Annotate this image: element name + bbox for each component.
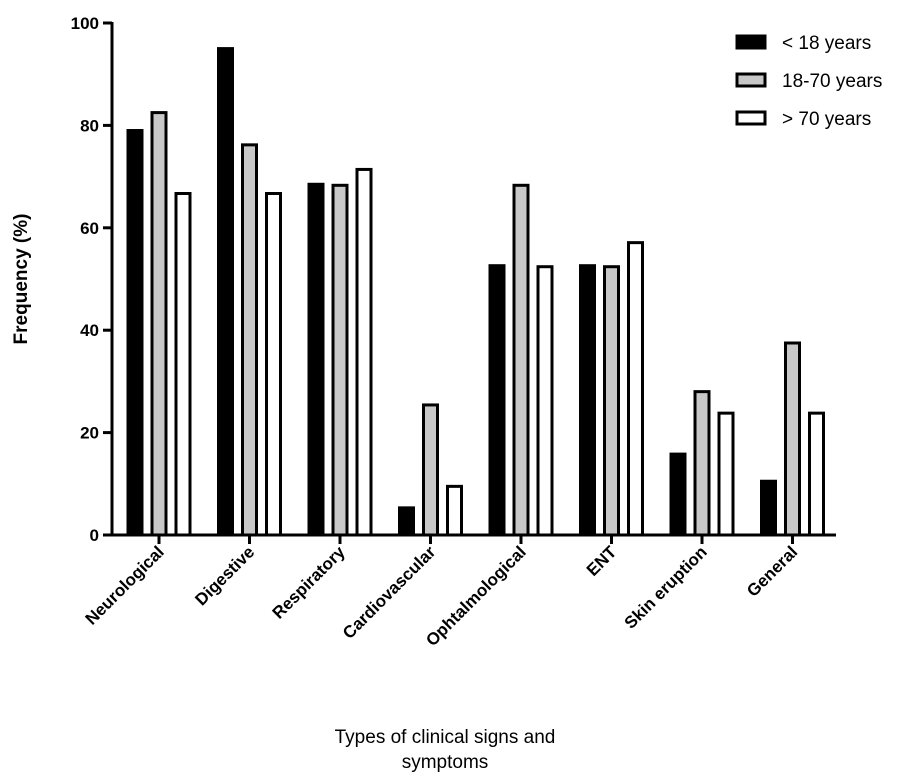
- bar: [512, 183, 530, 537]
- x-category-label: Skin eruption: [621, 542, 711, 632]
- bar: [126, 129, 144, 537]
- bar: [331, 183, 349, 537]
- y-tick-label: 100: [71, 14, 99, 33]
- legend-swatch: [735, 34, 767, 50]
- bars-layer: [126, 47, 825, 537]
- legend-label: < 18 years: [782, 33, 871, 54]
- x-category-label: Cardiovascular: [339, 542, 440, 643]
- legend-label: > 70 years: [782, 109, 871, 130]
- bar: [265, 191, 282, 537]
- x-axis-title-line-2: symptoms: [402, 752, 489, 773]
- bar: [693, 390, 711, 537]
- x-category-label: Respiratory: [269, 542, 350, 623]
- legend: < 18 years 18-70 years > 70 years: [735, 33, 882, 130]
- x-ticks: Neurological Digestive RespiratoryCardiova…: [82, 535, 801, 650]
- bar: [717, 411, 735, 537]
- y-tick-label: 20: [80, 424, 99, 443]
- x-category-label: Digestive: [191, 542, 258, 609]
- x-category-label: Neurological: [82, 542, 168, 628]
- y-ticks: 0 20 40 60 80 100: [71, 14, 112, 545]
- x-category-label: ENT: [583, 542, 621, 580]
- bar: [669, 452, 687, 537]
- y-tick-label: 40: [80, 321, 99, 340]
- bar: [150, 111, 168, 537]
- bar: [422, 403, 439, 537]
- bar: [241, 143, 258, 537]
- bar: [579, 264, 596, 537]
- bar: [217, 47, 234, 537]
- y-tick-label: 0: [90, 526, 99, 545]
- bar: [398, 506, 415, 537]
- y-axis-title: Frequency (%): [11, 214, 32, 345]
- bar: [627, 241, 644, 537]
- bar: [603, 265, 620, 537]
- legend-label: 18-70 years: [782, 71, 882, 92]
- bar: [174, 191, 192, 537]
- bar: [446, 484, 463, 537]
- bar: [784, 341, 801, 537]
- bar: [307, 182, 325, 537]
- bar: [355, 167, 373, 537]
- x-category-label: Ophtalmological: [422, 542, 530, 650]
- bar: [488, 264, 506, 537]
- y-tick-label: 80: [80, 116, 99, 135]
- x-category-label: General: [743, 542, 801, 600]
- bar: [808, 411, 825, 537]
- x-axis-title-line-1: Types of clinical signs and: [335, 727, 556, 748]
- y-tick-label: 60: [80, 219, 99, 238]
- legend-swatch: [735, 72, 767, 88]
- legend-swatch: [735, 110, 767, 126]
- bar: [536, 265, 554, 537]
- bar: [760, 479, 777, 537]
